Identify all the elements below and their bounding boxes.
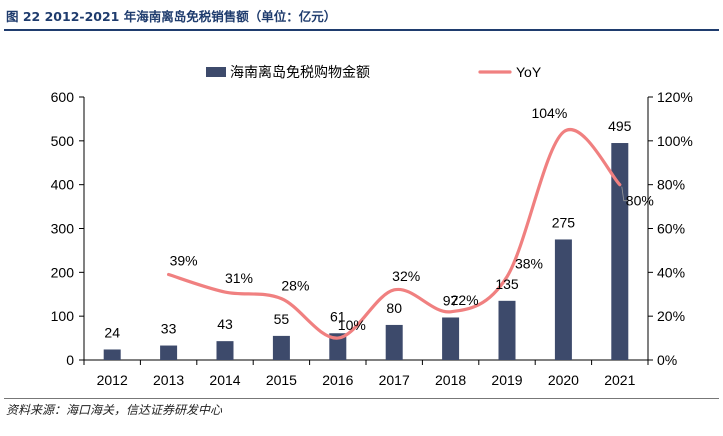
y-left-tick-label: 300 [51, 221, 75, 237]
bar [329, 333, 347, 360]
legend-bar-label: 海南离岛免税购物金额 [230, 64, 370, 80]
source-note: 资料来源：海口海关，信达证券研发中心 [6, 403, 223, 417]
y-left-tick-label: 500 [51, 133, 75, 149]
bar-series [103, 143, 629, 360]
yoy-value-label: 38% [515, 256, 543, 272]
yoy-value-label: 39% [170, 253, 198, 269]
bar [216, 341, 234, 360]
y-right-tick-label: 40% [657, 264, 685, 280]
yoy-value-label: 31% [225, 270, 253, 286]
y-right-tick-label: 120% [657, 89, 693, 105]
yoy-value-label: 22% [451, 292, 479, 308]
x-tick-label: 2018 [435, 372, 466, 388]
bar [385, 324, 403, 360]
yoy-value-label: 32% [392, 268, 420, 284]
y-right-tick-label: 80% [657, 177, 685, 193]
yoy-value-label: 80% [626, 193, 654, 209]
y-right-tick-label: 0% [657, 352, 677, 368]
x-tick-label: 2017 [379, 372, 410, 388]
bar-value-label: 275 [552, 214, 576, 230]
legend: 海南离岛免税购物金额 YoY [206, 64, 542, 80]
bar [554, 239, 572, 360]
yoy-value-label: 10% [338, 317, 366, 333]
bar [272, 335, 290, 360]
source-rule [4, 398, 719, 399]
y-right-tick-label: 20% [657, 308, 685, 324]
bar-value-label: 43 [217, 316, 233, 332]
y-right-tick-label: 60% [657, 221, 685, 237]
bar-value-label: 33 [161, 321, 177, 337]
bar [160, 345, 178, 360]
title-rule [4, 29, 719, 31]
yoy-line [167, 128, 622, 340]
x-tick-label: 2012 [97, 372, 128, 388]
y-right-tick-label: 100% [657, 133, 693, 149]
bar [442, 317, 460, 360]
bar [498, 300, 516, 360]
x-tick-label: 2013 [153, 372, 184, 388]
x-tick-label: 2020 [548, 372, 579, 388]
y-left-tick-label: 0 [66, 352, 74, 368]
legend-bar-swatch [206, 67, 226, 77]
x-tick-label: 2021 [604, 372, 635, 388]
figure-title: 图 22 2012-2021 年海南离岛免税销售额（单位：亿元） [6, 9, 337, 24]
bar-value-label: 24 [104, 324, 120, 340]
bar [611, 143, 629, 360]
bar-value-label: 97 [443, 292, 459, 308]
y-left-tick-label: 400 [51, 177, 75, 193]
bar-value-label: 61 [330, 308, 346, 324]
x-tick-label: 2019 [491, 372, 522, 388]
line-series [167, 128, 622, 340]
x-tick-label: 2014 [209, 372, 240, 388]
bar-value-label: 55 [274, 311, 290, 327]
bar [103, 349, 121, 360]
data-labels: 24 33 43 55 61 80 97 135 275 495 39% 31% 28% 10% 32% 22… [104, 105, 653, 340]
yoy-value-label: 104% [531, 105, 567, 121]
legend-line-label: YoY [516, 64, 542, 80]
x-tick-label: 2015 [266, 372, 297, 388]
bar-value-label: 495 [608, 118, 632, 134]
y-left-tick-label: 600 [51, 89, 75, 105]
y-left-tick-label: 100 [51, 308, 75, 324]
axes: 01002003004005006000%20%40%60%80%100%120… [51, 89, 693, 388]
y-left-tick-label: 200 [51, 264, 75, 280]
bar-value-label: 135 [495, 276, 519, 292]
yoy-label-leader [621, 186, 628, 202]
x-tick-label: 2016 [322, 372, 353, 388]
bar-value-label: 80 [386, 300, 402, 316]
yoy-value-label: 28% [281, 278, 309, 294]
